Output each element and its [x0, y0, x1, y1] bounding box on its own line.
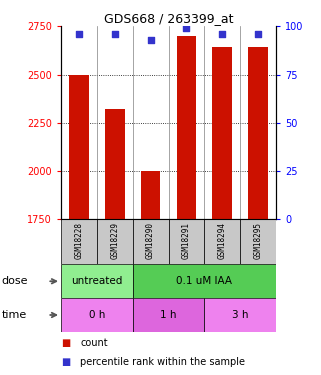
- Bar: [169, 219, 204, 264]
- Bar: [204, 298, 276, 332]
- Text: GSM18229: GSM18229: [110, 222, 119, 260]
- Text: 1 h: 1 h: [160, 310, 177, 320]
- Text: ■: ■: [61, 357, 70, 367]
- Text: percentile rank within the sample: percentile rank within the sample: [80, 357, 245, 367]
- Text: GSM18294: GSM18294: [218, 222, 227, 260]
- Bar: [97, 219, 133, 264]
- Bar: [61, 219, 97, 264]
- Text: GSM18290: GSM18290: [146, 222, 155, 260]
- Bar: [61, 264, 133, 298]
- Text: time: time: [2, 310, 27, 320]
- Point: [112, 31, 117, 37]
- Text: 0.1 uM IAA: 0.1 uM IAA: [176, 276, 232, 286]
- Text: 3 h: 3 h: [232, 310, 248, 320]
- Bar: [141, 171, 160, 219]
- Point: [76, 31, 82, 37]
- Bar: [105, 109, 125, 219]
- Point: [184, 25, 189, 31]
- Point: [256, 31, 261, 37]
- Bar: [69, 75, 89, 219]
- Bar: [177, 36, 196, 219]
- Text: GSM18291: GSM18291: [182, 222, 191, 260]
- Text: untreated: untreated: [71, 276, 123, 286]
- Bar: [240, 219, 276, 264]
- Text: dose: dose: [2, 276, 28, 286]
- Bar: [133, 219, 169, 264]
- Title: GDS668 / 263399_at: GDS668 / 263399_at: [104, 12, 233, 25]
- Bar: [213, 48, 232, 219]
- Bar: [204, 219, 240, 264]
- Text: GSM18295: GSM18295: [254, 222, 263, 260]
- Bar: [61, 298, 133, 332]
- Bar: [248, 48, 268, 219]
- Text: ■: ■: [61, 338, 70, 348]
- Bar: [133, 264, 276, 298]
- Text: 0 h: 0 h: [89, 310, 105, 320]
- Text: count: count: [80, 338, 108, 348]
- Point: [220, 31, 225, 37]
- Text: GSM18228: GSM18228: [74, 222, 83, 260]
- Point: [148, 37, 153, 43]
- Bar: [133, 298, 204, 332]
